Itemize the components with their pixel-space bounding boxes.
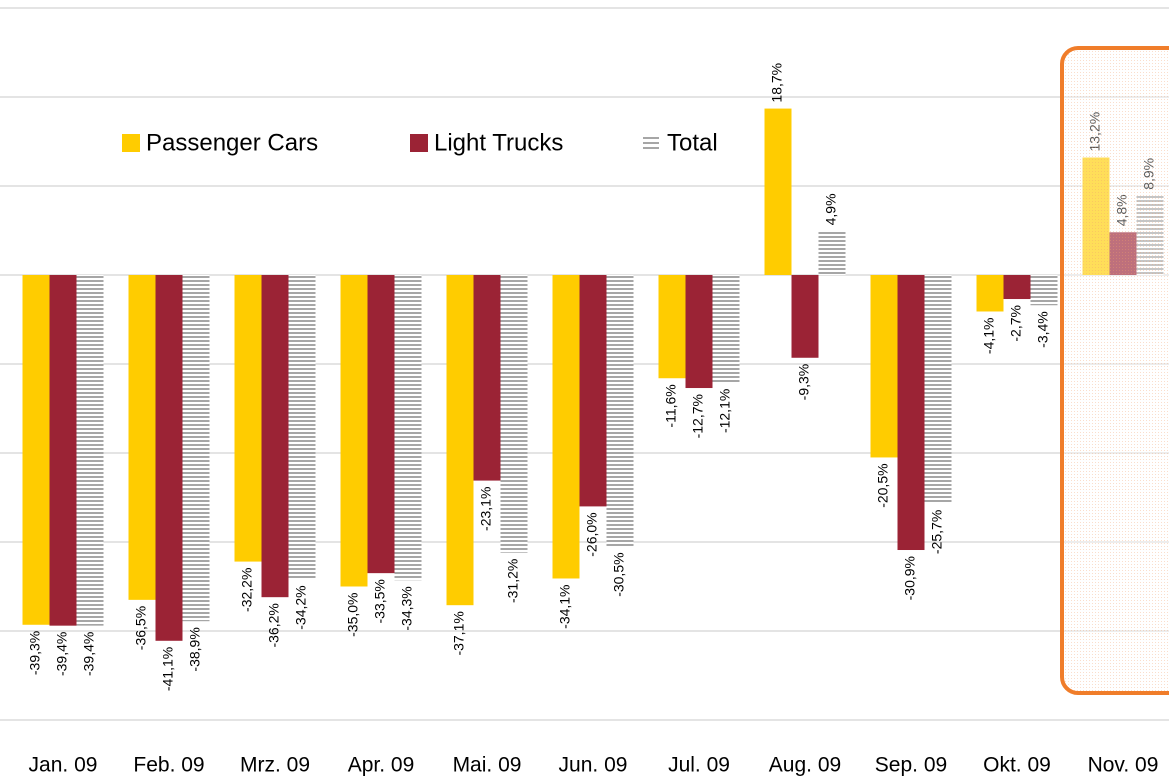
data-label: -25,7% <box>929 510 945 554</box>
data-label: -20,5% <box>875 463 891 507</box>
data-label: -33,5% <box>372 579 388 623</box>
legend-label: Total <box>667 129 718 156</box>
x-tick-label: Sep. 09 <box>875 754 947 777</box>
bar <box>128 275 156 600</box>
x-tick-label: Apr. 09 <box>348 754 415 777</box>
bar <box>49 275 77 626</box>
data-label: -30,9% <box>902 556 918 600</box>
x-tick-label: Okt. 09 <box>983 754 1051 777</box>
bar <box>288 275 316 580</box>
bar <box>712 275 740 383</box>
data-label: -23,1% <box>478 487 494 531</box>
bar <box>234 275 262 562</box>
x-tick-label: Feb. 09 <box>133 754 204 777</box>
bar <box>897 275 925 551</box>
legend-swatch <box>122 134 140 152</box>
bar <box>446 275 474 606</box>
data-label: -41,1% <box>160 647 176 691</box>
bar <box>818 231 846 275</box>
x-tick-label: Mrz. 09 <box>240 754 310 777</box>
data-label: -2,7% <box>1008 305 1024 342</box>
data-label: -34,1% <box>557 584 573 628</box>
data-label: -9,3% <box>796 364 812 401</box>
bar <box>261 275 289 598</box>
bar <box>764 108 792 275</box>
bar <box>367 275 395 574</box>
bar <box>155 275 183 641</box>
data-label: -34,2% <box>293 585 309 629</box>
data-label: -38,9% <box>187 627 203 671</box>
data-label: -37,1% <box>451 611 467 655</box>
data-label: -12,7% <box>690 394 706 438</box>
bar <box>579 275 607 507</box>
data-label: -35,0% <box>345 593 361 637</box>
data-label: -39,4% <box>54 632 70 676</box>
data-label: -11,6% <box>663 384 679 427</box>
bar <box>976 275 1004 312</box>
data-label: -32,2% <box>239 568 255 612</box>
bar <box>182 275 210 622</box>
x-tick-label: Jun. 09 <box>559 754 628 777</box>
x-tick-label: Mai. 09 <box>453 754 522 777</box>
legend-label: Passenger Cars <box>146 129 318 156</box>
highlight-box <box>1060 46 1169 695</box>
data-label: -26,0% <box>584 512 600 556</box>
data-label: -34,3% <box>399 586 415 630</box>
data-label: -39,3% <box>27 631 43 675</box>
data-label: -36,5% <box>133 606 149 650</box>
bar <box>22 275 50 625</box>
data-label: -39,4% <box>81 632 97 676</box>
data-label: -31,2% <box>505 559 521 603</box>
x-tick-label: Nov. 09 <box>1088 754 1159 777</box>
bar <box>1003 275 1031 300</box>
bar <box>340 275 368 587</box>
data-label: -30,5% <box>611 552 627 596</box>
bar <box>870 275 898 458</box>
data-label: 4,9% <box>823 193 839 225</box>
legend-swatch <box>410 134 428 152</box>
legend-label: Light Trucks <box>434 129 563 156</box>
bar <box>552 275 580 579</box>
data-label: 18,7% <box>769 63 785 103</box>
x-tick-label: Aug. 09 <box>769 754 841 777</box>
data-label: -4,1% <box>981 317 997 354</box>
bar <box>76 275 104 626</box>
data-label: -3,4% <box>1035 311 1051 348</box>
data-label: -36,2% <box>266 603 282 647</box>
bar <box>791 275 819 358</box>
bar <box>685 275 713 389</box>
data-label: -12,1% <box>717 389 733 433</box>
bar <box>473 275 501 481</box>
x-tick-label: Jul. 09 <box>668 754 730 777</box>
bar <box>1030 275 1058 306</box>
bar <box>606 275 634 547</box>
bar <box>658 275 686 379</box>
bar <box>500 275 528 553</box>
bar <box>394 275 422 581</box>
bar <box>924 275 952 504</box>
x-tick-label: Jan. 09 <box>29 754 98 777</box>
